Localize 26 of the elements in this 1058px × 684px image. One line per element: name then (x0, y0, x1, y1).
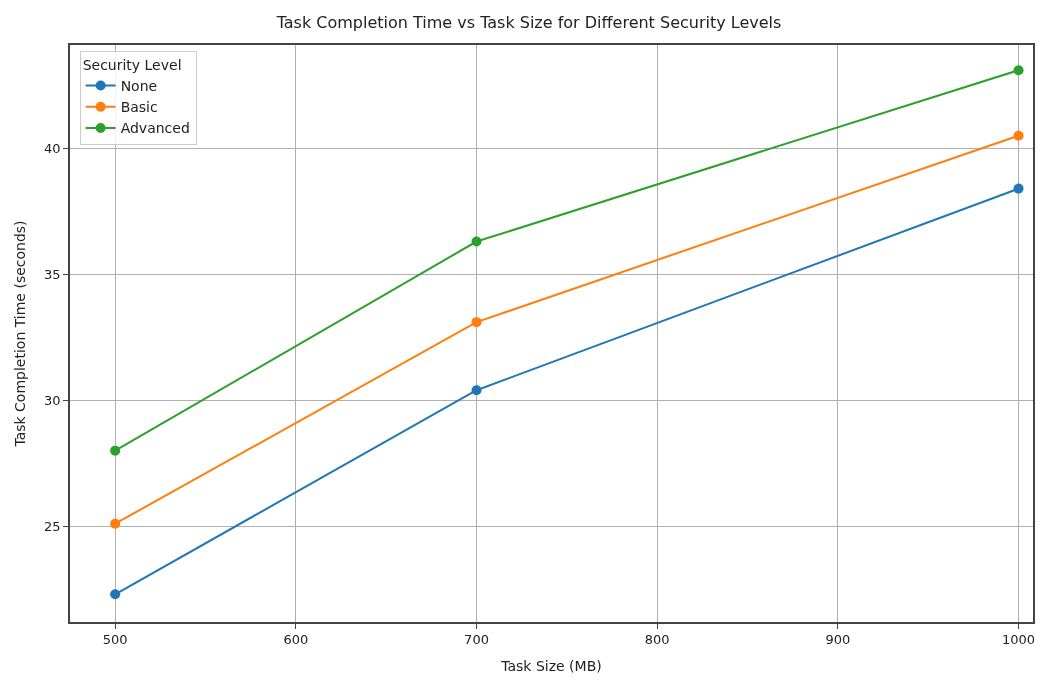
x-tick-label: 700 (464, 632, 489, 648)
x-tick-label: 1000 (1002, 632, 1036, 648)
x-tick-label: 800 (644, 632, 670, 648)
y-tick-label: 25 (44, 518, 61, 534)
point (471, 236, 482, 247)
x-tick-label: 900 (825, 632, 851, 648)
point (1013, 65, 1024, 76)
y-tick-label: 35 (44, 266, 61, 282)
point (110, 445, 121, 456)
legend-title: Security Level (82, 56, 182, 73)
x-tick-label: 600 (283, 632, 309, 648)
point (110, 518, 121, 529)
legend-label: Basic (120, 99, 158, 116)
point (471, 317, 482, 328)
y-tick-label: 30 (44, 392, 61, 408)
x-tick-label: 500 (102, 632, 128, 648)
point (1013, 130, 1024, 141)
y-tick-label: 40 (44, 140, 61, 156)
legend-label: Advanced (120, 120, 190, 137)
y-axis-title: Task Completion Time (seconds) (12, 220, 29, 448)
point (1013, 183, 1024, 194)
legend-label: None (120, 78, 158, 95)
x-axis-title: Task Size (MB) (500, 658, 602, 675)
point (110, 589, 121, 600)
point (471, 385, 482, 396)
chart-title: Task Completion Time vs Task Size for Different Security Levels (275, 13, 782, 33)
